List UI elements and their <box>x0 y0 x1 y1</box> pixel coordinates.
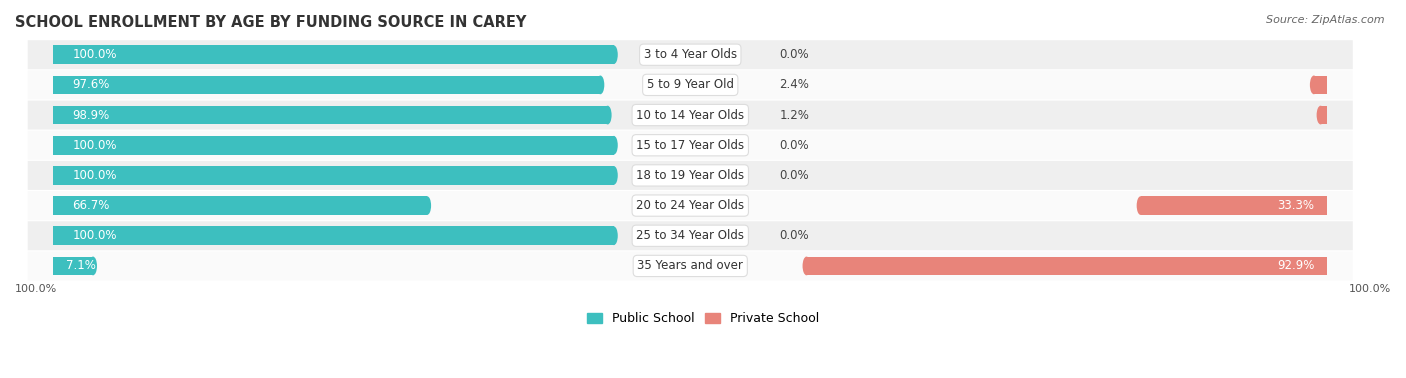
FancyBboxPatch shape <box>28 131 1353 160</box>
Circle shape <box>423 196 432 215</box>
Text: 7.1%: 7.1% <box>66 259 96 273</box>
Text: 66.7%: 66.7% <box>72 199 110 212</box>
Text: 100.0%: 100.0% <box>1348 284 1391 294</box>
Text: 0.0%: 0.0% <box>779 48 808 61</box>
Text: 20 to 24 Year Olds: 20 to 24 Year Olds <box>636 199 744 212</box>
Bar <box>53 76 58 94</box>
Bar <box>53 196 58 215</box>
Bar <box>807 257 1327 275</box>
Bar <box>53 106 58 124</box>
Text: Source: ZipAtlas.com: Source: ZipAtlas.com <box>1267 15 1385 25</box>
Circle shape <box>1136 196 1144 215</box>
Text: 100.0%: 100.0% <box>72 229 117 242</box>
Text: 10 to 14 Year Olds: 10 to 14 Year Olds <box>636 108 744 122</box>
Bar <box>53 257 93 275</box>
Bar <box>53 257 58 275</box>
Bar <box>53 226 614 245</box>
Bar <box>53 45 614 64</box>
Text: 25 to 34 Year Olds: 25 to 34 Year Olds <box>637 229 744 242</box>
Text: 1.2%: 1.2% <box>779 108 810 122</box>
Text: 0.0%: 0.0% <box>779 139 808 152</box>
Circle shape <box>1310 76 1317 94</box>
Text: 100.0%: 100.0% <box>15 284 58 294</box>
Bar <box>1323 257 1327 275</box>
Bar <box>1320 106 1327 124</box>
Bar <box>1313 76 1327 94</box>
FancyBboxPatch shape <box>28 191 1353 220</box>
Text: 3 to 4 Year Olds: 3 to 4 Year Olds <box>644 48 737 61</box>
Text: 97.6%: 97.6% <box>72 78 110 91</box>
Legend: Public School, Private School: Public School, Private School <box>582 307 824 330</box>
Bar <box>53 226 58 245</box>
Text: 98.9%: 98.9% <box>72 108 110 122</box>
Bar <box>1323 76 1327 94</box>
Text: 2.4%: 2.4% <box>779 78 810 91</box>
Circle shape <box>603 106 612 124</box>
FancyBboxPatch shape <box>28 70 1353 99</box>
FancyBboxPatch shape <box>28 101 1353 130</box>
FancyBboxPatch shape <box>28 40 1353 69</box>
FancyBboxPatch shape <box>28 221 1353 250</box>
Bar <box>53 166 58 185</box>
Bar <box>1323 106 1327 124</box>
Text: 100.0%: 100.0% <box>72 48 117 61</box>
Text: 100.0%: 100.0% <box>72 139 117 152</box>
Circle shape <box>596 76 605 94</box>
Circle shape <box>610 226 617 245</box>
Circle shape <box>610 166 617 185</box>
Circle shape <box>1316 106 1324 124</box>
Text: 35 Years and over: 35 Years and over <box>637 259 744 273</box>
Text: 100.0%: 100.0% <box>72 169 117 182</box>
Bar <box>53 136 58 155</box>
Circle shape <box>803 257 810 275</box>
Bar <box>53 196 427 215</box>
Bar <box>53 106 607 124</box>
Bar <box>53 136 614 155</box>
Bar <box>1323 196 1327 215</box>
Text: 0.0%: 0.0% <box>779 169 808 182</box>
Text: 92.9%: 92.9% <box>1277 259 1315 273</box>
Circle shape <box>610 136 617 155</box>
Bar <box>53 166 614 185</box>
Circle shape <box>610 45 617 64</box>
Bar <box>1140 196 1327 215</box>
Text: 18 to 19 Year Olds: 18 to 19 Year Olds <box>636 169 744 182</box>
Text: 15 to 17 Year Olds: 15 to 17 Year Olds <box>636 139 744 152</box>
FancyBboxPatch shape <box>28 161 1353 190</box>
Text: 5 to 9 Year Old: 5 to 9 Year Old <box>647 78 734 91</box>
FancyBboxPatch shape <box>28 251 1353 280</box>
Text: SCHOOL ENROLLMENT BY AGE BY FUNDING SOURCE IN CAREY: SCHOOL ENROLLMENT BY AGE BY FUNDING SOUR… <box>15 15 526 30</box>
Text: 33.3%: 33.3% <box>1278 199 1315 212</box>
Circle shape <box>89 257 97 275</box>
Bar <box>53 76 600 94</box>
Bar <box>53 45 58 64</box>
Text: 0.0%: 0.0% <box>779 229 808 242</box>
